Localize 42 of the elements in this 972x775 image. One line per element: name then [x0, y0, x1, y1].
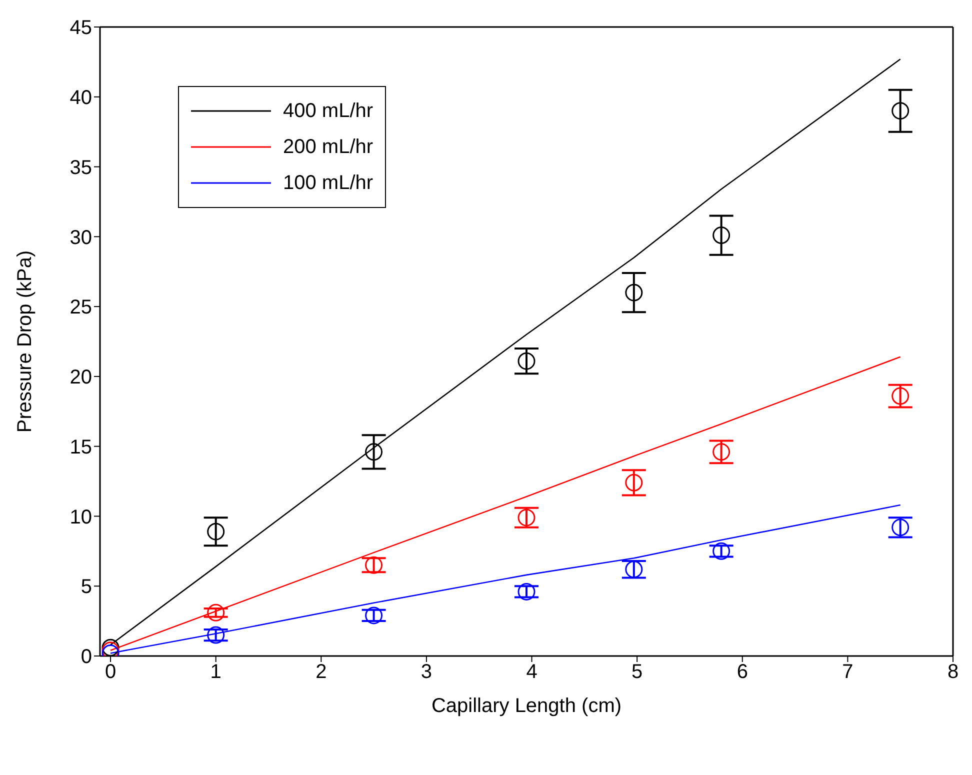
x-tick-label: 8	[947, 661, 959, 684]
y-tick-label: 10	[70, 506, 92, 528]
y-tick-label: 25	[70, 296, 92, 319]
point	[518, 352, 536, 370]
x-tick-label: 3	[420, 661, 432, 684]
legend-label: 100 mL/hr	[283, 172, 374, 194]
x-tick-label: 0	[104, 661, 116, 684]
point	[712, 226, 730, 244]
point	[625, 560, 643, 578]
x-tick-label: 2	[316, 661, 327, 684]
point	[207, 626, 225, 644]
y-axis-title: Pressure Drop (kPa)	[14, 250, 36, 433]
point	[712, 443, 730, 461]
x-tick-label: 7	[842, 661, 854, 684]
y-tick-label: 35	[70, 156, 92, 179]
point	[207, 522, 225, 540]
y-tick-label: 20	[70, 366, 92, 389]
point	[365, 443, 383, 461]
x-tick-label: 5	[632, 661, 643, 684]
y-tick-label: 40	[70, 86, 92, 109]
y-tick-label: 15	[70, 436, 92, 458]
y-tick-label: 5	[80, 576, 92, 598]
point	[625, 474, 643, 492]
point	[892, 518, 910, 536]
x-tick-label: 6	[736, 661, 748, 684]
x-tick-label: 4	[526, 661, 538, 684]
point	[518, 508, 536, 526]
point	[365, 606, 383, 624]
point	[892, 102, 910, 120]
x-tick-label: 1	[210, 661, 222, 684]
legend-label: 400 mL/hr	[283, 100, 374, 122]
y-tick-label: 30	[70, 226, 92, 249]
point	[518, 582, 536, 600]
x-axis-title: Capillary Length (cm)	[431, 695, 622, 717]
y-tick-label: 45	[70, 17, 92, 40]
point	[207, 604, 225, 622]
point	[712, 542, 730, 560]
point	[892, 387, 910, 405]
y-tick-label: 0	[80, 646, 92, 668]
point	[625, 284, 643, 302]
point	[365, 556, 383, 574]
legend-label: 200 mL/hr	[283, 136, 374, 158]
